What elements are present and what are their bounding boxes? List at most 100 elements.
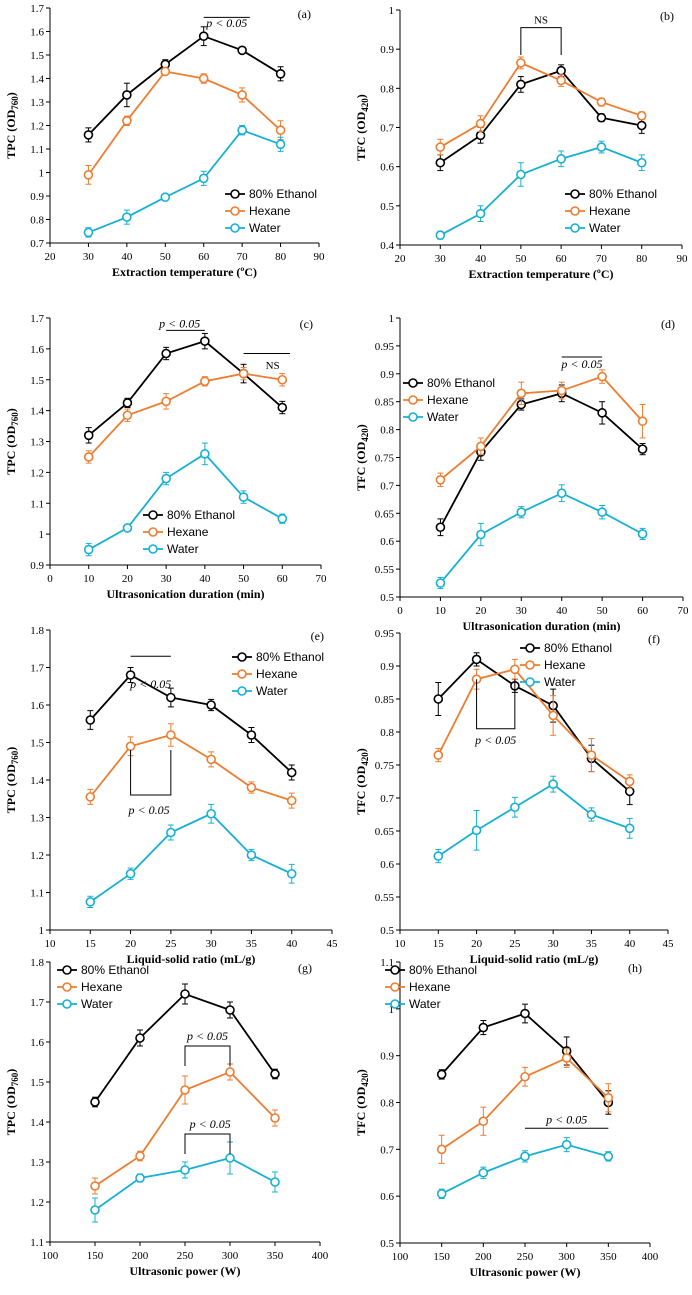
y-tick-label: 0.7 xyxy=(380,480,394,492)
legend-label-ethanol: 80% Ethanol xyxy=(256,650,324,664)
y-axis-label-end: ) xyxy=(354,94,368,98)
data-point-water xyxy=(200,449,210,459)
legend-marker-water xyxy=(237,686,247,696)
data-point-hexane xyxy=(475,118,486,129)
y-tick-label: 1.3 xyxy=(30,813,44,825)
panel-label: (d) xyxy=(661,317,675,331)
legend-label-water: Water xyxy=(589,221,621,235)
x-tick-label: 30 xyxy=(83,251,95,263)
data-point-hexane xyxy=(556,75,566,86)
y-tick-label: 0.8 xyxy=(30,215,44,227)
annotation-text: p < 0.05 xyxy=(158,316,200,330)
series-line-hexane xyxy=(88,372,283,458)
series-water xyxy=(433,775,635,864)
y-axis-label-end: ) xyxy=(354,1069,368,1073)
x-tick-label: 50 xyxy=(515,253,527,265)
x-tick-label: 70 xyxy=(316,573,328,585)
legend-marker-hexane xyxy=(390,982,400,992)
legend-marker-ethanol xyxy=(570,189,580,199)
x-tick-label: 60 xyxy=(198,251,210,263)
legend-marker-water xyxy=(570,223,580,233)
x-tick-label: 70 xyxy=(678,605,690,617)
x-tick-label: 300 xyxy=(558,1251,575,1263)
y-axis-label: TPC (OD760) xyxy=(4,747,20,814)
x-tick-label: 350 xyxy=(267,1250,284,1262)
series-line-ethanol xyxy=(439,392,644,528)
y-tick-label: 1.2 xyxy=(30,850,44,862)
series-hexane xyxy=(83,366,288,464)
y-axis-label-end: ) xyxy=(4,92,18,96)
legend-marker-ethanol xyxy=(62,965,72,975)
legend-marker-ethanol xyxy=(525,643,535,653)
significance-annotation: p < 0.05 xyxy=(525,1113,609,1129)
data-point-hexane xyxy=(636,110,647,121)
data-point-hexane xyxy=(135,1151,145,1161)
x-tick-label: 10 xyxy=(435,605,447,617)
data-point-water xyxy=(275,139,286,150)
series-line-water xyxy=(439,492,643,584)
legend-label-hexane: Hexane xyxy=(544,658,586,672)
data-point-ethanol xyxy=(478,1022,489,1033)
significance-annotation: p < 0.05 xyxy=(158,316,205,331)
y-axis-label-subscript: 760 xyxy=(10,1072,20,1086)
series-line-ethanol xyxy=(89,673,293,774)
data-point-water xyxy=(122,523,133,533)
data-point-ethanol xyxy=(122,90,132,100)
data-point-ethanol xyxy=(85,715,96,725)
y-tick-label: 1 xyxy=(389,5,395,17)
data-point-water xyxy=(122,212,132,222)
y-axis-label: TPC (OD760) xyxy=(4,92,20,159)
legend: 80% Ethanol Hexane Water xyxy=(143,508,235,556)
y-tick-label: 0.7 xyxy=(380,123,394,135)
x-axis-label: Ultrasonication duration (min) xyxy=(106,587,264,601)
data-point-water xyxy=(433,851,444,861)
annotation-text: p < 0.05 xyxy=(128,803,170,817)
panel-label: (b) xyxy=(660,9,674,23)
data-point-ethanol xyxy=(122,398,133,408)
data-point-hexane xyxy=(198,73,209,84)
x-tick-label: 30 xyxy=(548,938,560,950)
data-point-water xyxy=(596,142,607,152)
legend-marker-water xyxy=(408,412,418,422)
legend-label-water: Water xyxy=(249,221,281,235)
y-tick-label: 1.6 xyxy=(30,700,44,712)
legend-label-water: Water xyxy=(409,997,441,1011)
data-point-ethanol xyxy=(277,402,288,413)
x-tick-label: 40 xyxy=(199,573,211,585)
x-tick-label: 150 xyxy=(433,1251,450,1263)
y-tick-label: 1.1 xyxy=(380,957,394,969)
data-point-water xyxy=(548,779,558,789)
data-point-water xyxy=(206,808,216,819)
x-tick-label: 60 xyxy=(277,573,289,585)
x-tick-label: 60 xyxy=(637,605,649,617)
legend: 80% Ethanol Hexane Water xyxy=(565,187,657,235)
x-tick-label: 30 xyxy=(435,253,447,265)
legend-label-hexane: Hexane xyxy=(81,980,123,994)
significance-annotation: p < 0.05 xyxy=(184,1117,231,1154)
data-point-water xyxy=(556,488,567,499)
data-point-ethanol xyxy=(166,692,176,703)
y-tick-label: 0.8 xyxy=(380,1098,394,1110)
x-tick-label: 40 xyxy=(624,938,636,950)
x-tick-label: 0 xyxy=(47,573,53,585)
y-axis-label-subscript: 420 xyxy=(360,752,370,766)
series-line-water xyxy=(88,452,283,551)
data-point-hexane xyxy=(597,371,607,382)
data-point-ethanol xyxy=(198,31,209,42)
y-tick-label: 0.85 xyxy=(375,694,395,706)
y-tick-label: 1 xyxy=(389,1004,395,1016)
series-ethanol xyxy=(85,667,297,781)
data-point-water xyxy=(198,173,209,184)
series-ethanol xyxy=(90,983,280,1108)
data-point-ethanol xyxy=(435,522,446,533)
y-tick-label: 0.7 xyxy=(380,1144,394,1156)
data-point-ethanol xyxy=(275,69,286,79)
legend-label-water: Water xyxy=(167,542,199,556)
data-point-ethanol xyxy=(433,694,444,704)
series-water xyxy=(83,125,286,238)
legend-label-ethanol: 80% Ethanol xyxy=(589,187,657,201)
y-tick-label: 1.1 xyxy=(30,888,44,900)
x-axis-label: Ultrasonic power (W) xyxy=(469,1265,580,1279)
series-hexane xyxy=(436,1048,614,1164)
